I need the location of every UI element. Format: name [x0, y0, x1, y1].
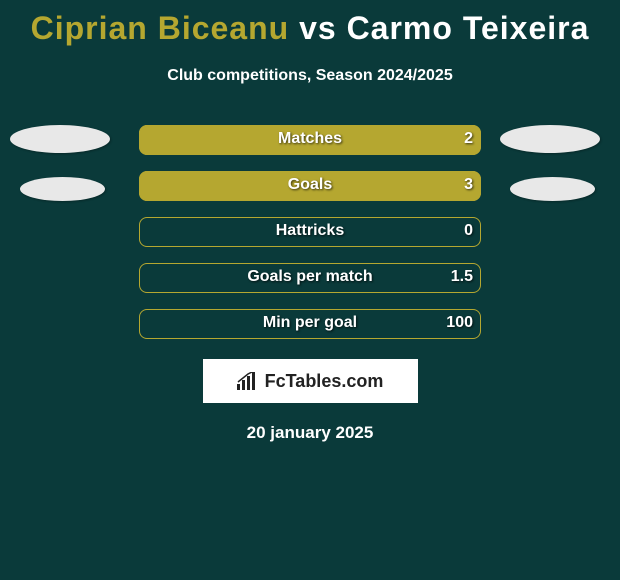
ellipse-decoration	[20, 177, 105, 201]
stat-bar-row: Goals per match1.5	[139, 263, 481, 293]
bar-value: 3	[464, 176, 473, 194]
date-text: 20 january 2025	[0, 423, 620, 443]
bar-label: Matches	[139, 130, 481, 148]
stat-bar-row: Goals3	[139, 171, 481, 201]
bar-label: Goals	[139, 176, 481, 194]
bar-value: 2	[464, 130, 473, 148]
left-decorations	[10, 125, 120, 225]
stat-bar-row: Hattricks0	[139, 217, 481, 247]
ellipse-decoration	[510, 177, 595, 201]
vs-text: vs	[299, 10, 337, 46]
bar-label: Hattricks	[139, 222, 481, 240]
player2-name: Carmo Teixeira	[347, 10, 590, 46]
ellipse-decoration	[10, 125, 110, 153]
stat-bar-row: Min per goal100	[139, 309, 481, 339]
bar-value: 100	[446, 314, 473, 332]
stat-bar-row: Matches2	[139, 125, 481, 155]
ellipse-decoration	[500, 125, 600, 153]
logo: FcTables.com	[237, 371, 384, 392]
logo-text: FcTables.com	[265, 371, 384, 392]
subtitle: Club competitions, Season 2024/2025	[0, 67, 620, 85]
comparison-title: Ciprian Biceanu vs Carmo Teixeira	[0, 0, 620, 47]
chart-icon	[237, 372, 259, 390]
chart-area: Matches2Goals3Hattricks0Goals per match1…	[0, 125, 620, 339]
logo-box[interactable]: FcTables.com	[203, 359, 418, 403]
player1-name: Ciprian Biceanu	[31, 10, 290, 46]
bar-label: Min per goal	[139, 314, 481, 332]
bar-value: 1.5	[451, 268, 473, 286]
bar-label: Goals per match	[139, 268, 481, 286]
right-decorations	[500, 125, 610, 225]
bars-container: Matches2Goals3Hattricks0Goals per match1…	[139, 125, 481, 339]
bar-value: 0	[464, 222, 473, 240]
